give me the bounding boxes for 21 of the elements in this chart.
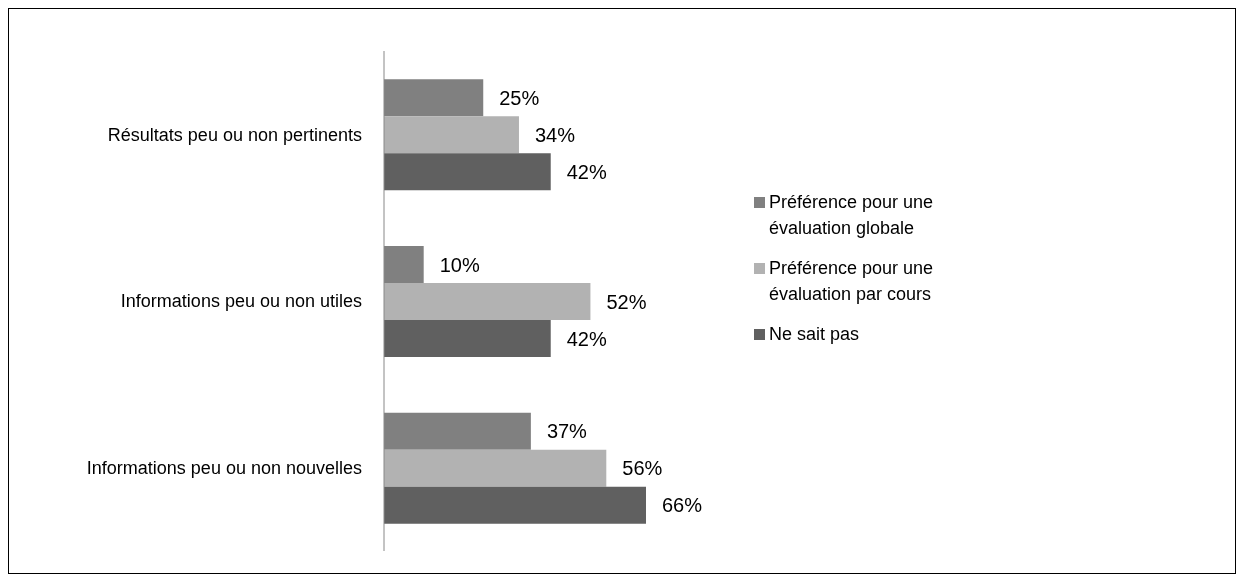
- legend-label: Préférence pour une évaluation globale: [769, 191, 935, 240]
- bar: [384, 320, 551, 357]
- data-label: 25%: [499, 86, 540, 109]
- data-label: 10%: [439, 253, 480, 276]
- bar: [384, 283, 591, 320]
- bar: [384, 449, 607, 487]
- data-label: 42%: [566, 327, 607, 350]
- bar: [384, 486, 646, 524]
- bar: [384, 153, 551, 191]
- data-label: 37%: [546, 420, 588, 443]
- y-tick-label: Informations peu ou non nouvelles: [86, 458, 362, 479]
- bar: [384, 116, 519, 154]
- data-label: 56%: [622, 457, 663, 480]
- data-label: 52%: [606, 290, 647, 313]
- data-label: 66%: [662, 494, 703, 517]
- data-label: 42%: [566, 160, 607, 183]
- legend-label: Préférence pour une évaluation par cours: [769, 257, 935, 306]
- y-tick-label: Informations peu ou non utiles: [120, 291, 362, 312]
- y-tick-label: Résultats peu ou non pertinents: [107, 124, 362, 145]
- legend-label: Ne sait pas: [769, 323, 860, 346]
- data-label: 34%: [534, 123, 576, 146]
